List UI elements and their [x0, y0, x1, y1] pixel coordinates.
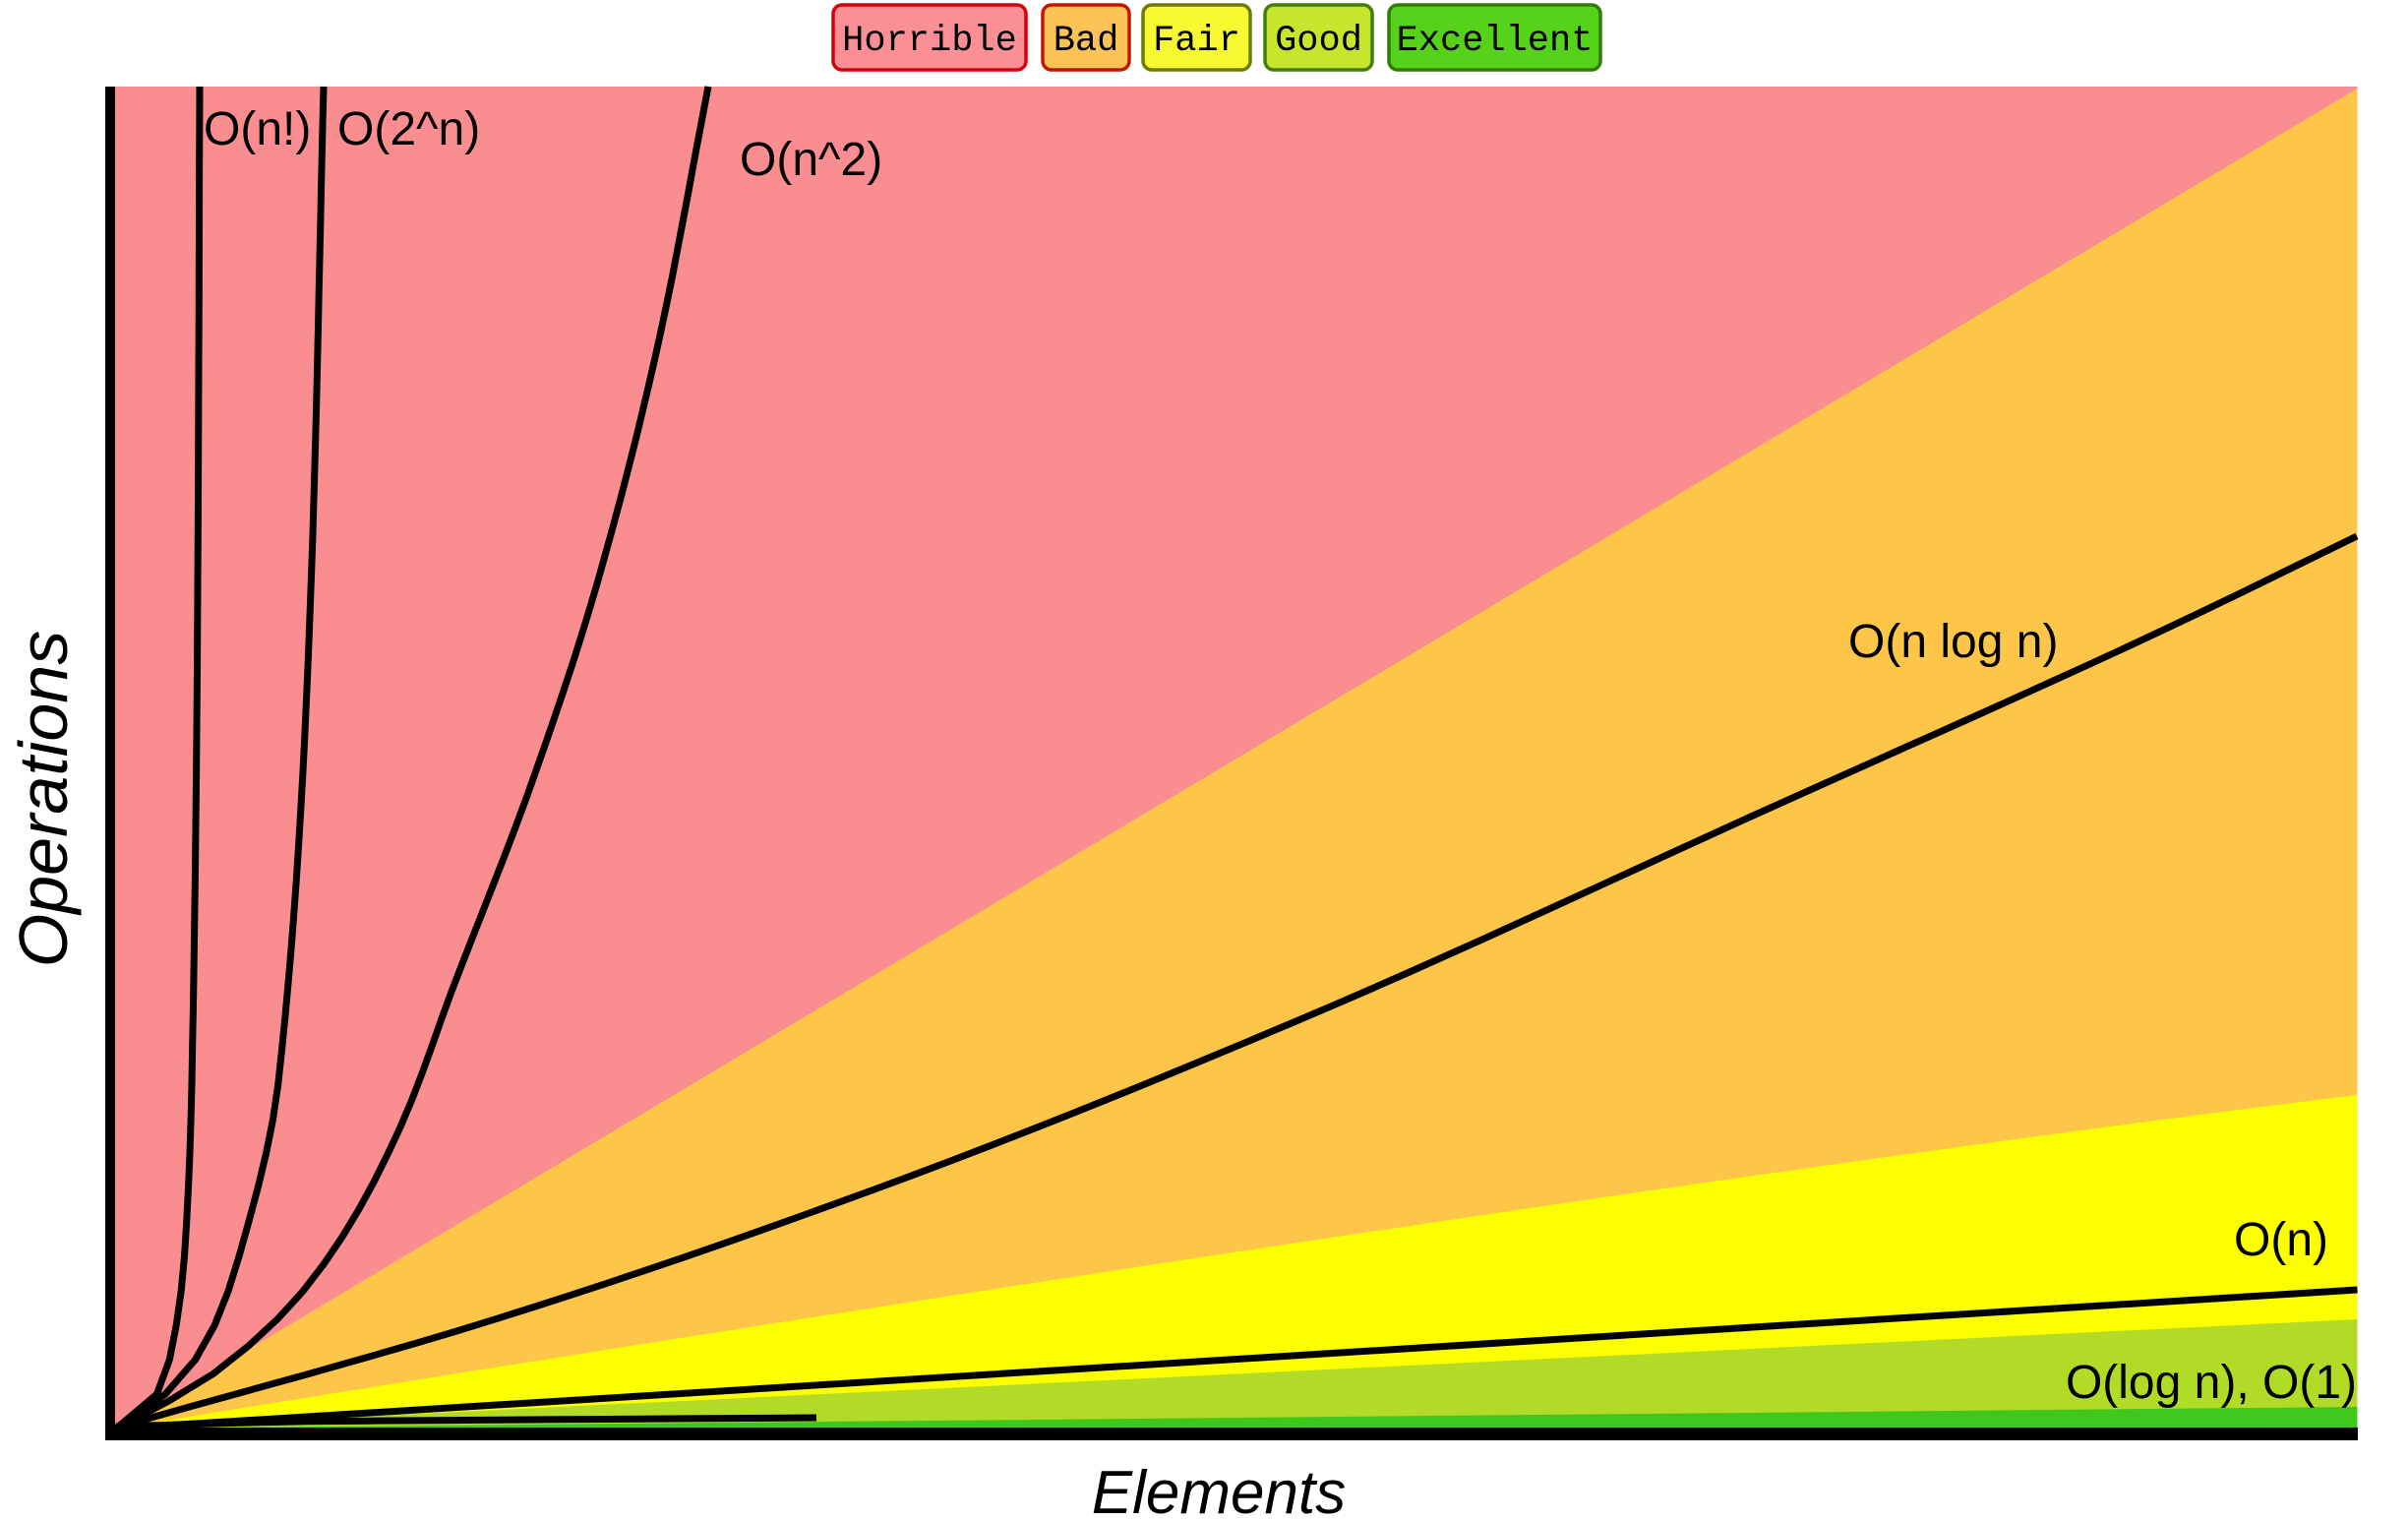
svg-text:O(2^n): O(2^n)	[337, 103, 480, 155]
svg-text:O(n log n): O(n log n)	[1848, 616, 2058, 668]
svg-text:Fair: Fair	[1153, 21, 1240, 62]
svg-text:O(n!): O(n!)	[204, 103, 311, 155]
svg-text:O(n): O(n)	[2234, 1214, 2328, 1266]
svg-text:Bad: Bad	[1054, 21, 1119, 62]
svg-text:Horrible: Horrible	[842, 21, 1017, 62]
svg-text:Elements: Elements	[1092, 1459, 1346, 1521]
svg-text:Good: Good	[1275, 21, 1362, 62]
svg-text:Operations: Operations	[5, 631, 82, 967]
svg-text:Excellent: Excellent	[1397, 21, 1594, 62]
svg-text:O(log n), O(1): O(log n), O(1)	[2066, 1357, 2357, 1409]
svg-text:O(n^2): O(n^2)	[740, 134, 882, 186]
